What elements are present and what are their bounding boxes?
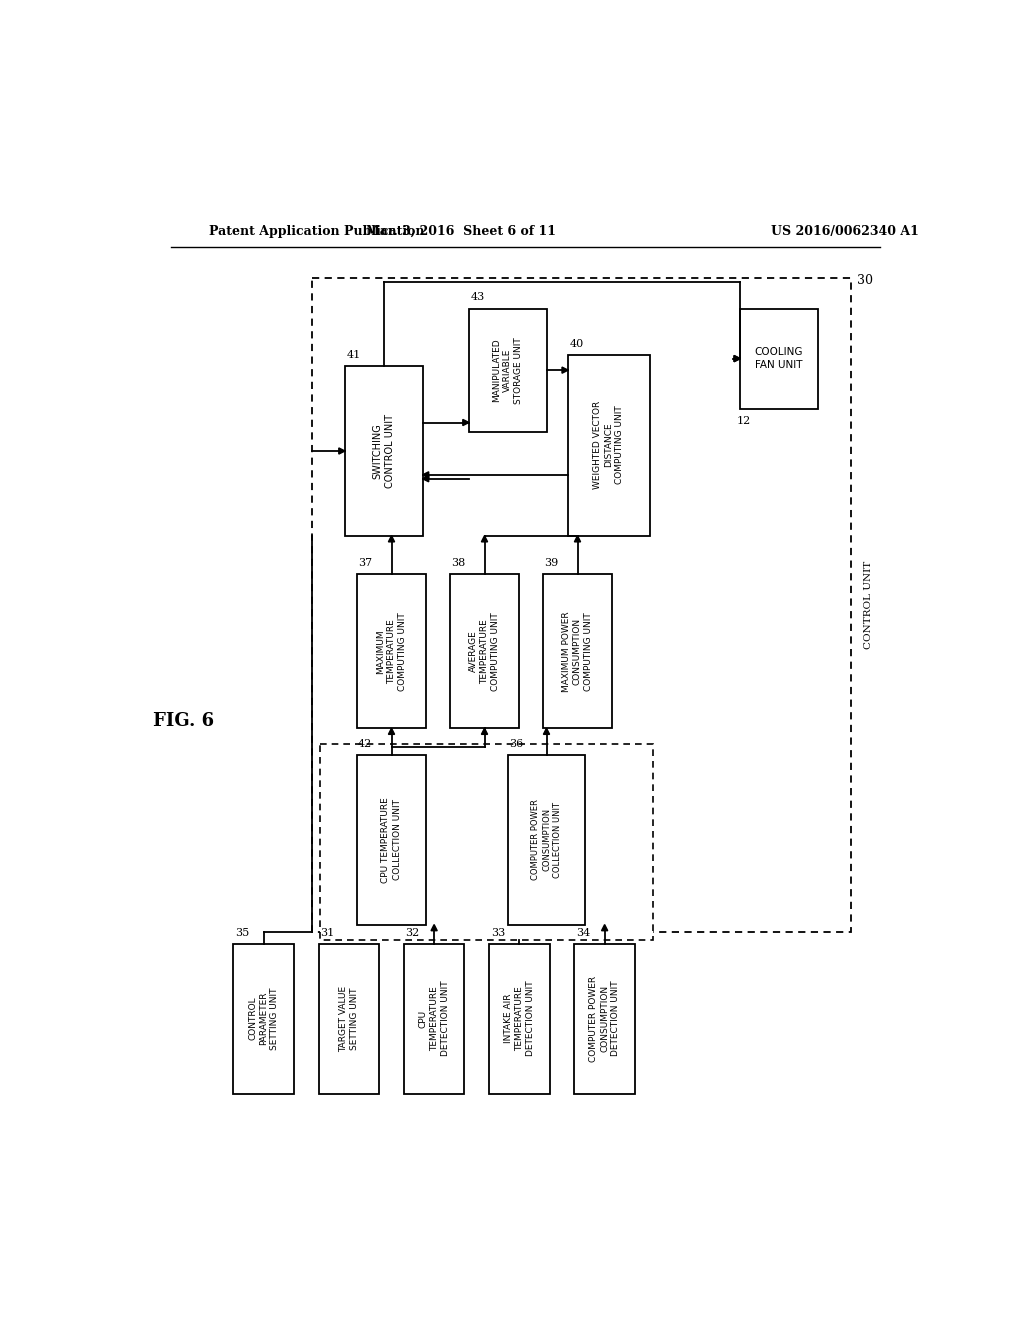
- Bar: [740, 309, 818, 409]
- Polygon shape: [601, 924, 607, 931]
- Text: 43: 43: [471, 293, 484, 302]
- Polygon shape: [562, 367, 568, 374]
- Bar: [356, 574, 426, 729]
- Text: SWITCHING
CONTROL UNIT: SWITCHING CONTROL UNIT: [373, 414, 395, 488]
- Text: 40: 40: [569, 339, 584, 348]
- Bar: [318, 944, 379, 1094]
- Text: WEIGHTED VECTOR
DISTANCE
COMPUTING UNIT: WEIGHTED VECTOR DISTANCE COMPUTING UNIT: [593, 401, 624, 488]
- Text: COMPUTER POWER
CONSUMPTION
DETECTION UNIT: COMPUTER POWER CONSUMPTION DETECTION UNI…: [589, 975, 621, 1061]
- Text: COMPUTER POWER
CONSUMPTION
COLLECTION UNIT: COMPUTER POWER CONSUMPTION COLLECTION UN…: [530, 800, 562, 880]
- Bar: [345, 367, 423, 536]
- Bar: [356, 755, 426, 924]
- Bar: [321, 743, 653, 940]
- Text: 41: 41: [346, 350, 360, 360]
- Bar: [450, 574, 519, 729]
- Bar: [543, 574, 612, 729]
- Text: TARGET VALUE
SETTING UNIT: TARGET VALUE SETTING UNIT: [339, 986, 359, 1052]
- Text: Mar. 3, 2016  Sheet 6 of 11: Mar. 3, 2016 Sheet 6 of 11: [367, 224, 556, 238]
- Text: Patent Application Publication: Patent Application Publication: [209, 224, 425, 238]
- Text: CPU
TEMPERATURE
DETECTION UNIT: CPU TEMPERATURE DETECTION UNIT: [419, 981, 450, 1056]
- Polygon shape: [431, 924, 437, 931]
- Text: COOLING
FAN UNIT: COOLING FAN UNIT: [755, 347, 803, 370]
- Text: MAXIMUM POWER
CONSUMPTION
COMPUTING UNIT: MAXIMUM POWER CONSUMPTION COMPUTING UNIT: [562, 611, 593, 692]
- Text: 33: 33: [490, 928, 505, 937]
- Bar: [312, 277, 851, 932]
- Text: 42: 42: [358, 739, 373, 748]
- Text: INTAKE AIR
TEMPERATURE
DETECTION UNIT: INTAKE AIR TEMPERATURE DETECTION UNIT: [504, 981, 535, 1056]
- Polygon shape: [734, 355, 740, 362]
- Bar: [233, 944, 294, 1094]
- Text: 32: 32: [406, 928, 420, 937]
- Bar: [568, 355, 649, 536]
- Bar: [489, 944, 550, 1094]
- Text: 35: 35: [234, 928, 249, 937]
- Text: MAXIMUM
TEMPERATURE
COMPUTING UNIT: MAXIMUM TEMPERATURE COMPUTING UNIT: [376, 612, 408, 690]
- Polygon shape: [339, 447, 345, 454]
- Text: 30: 30: [857, 275, 873, 286]
- Bar: [469, 309, 547, 432]
- Polygon shape: [388, 536, 394, 543]
- Bar: [574, 944, 635, 1094]
- Polygon shape: [481, 729, 487, 734]
- Text: CONTROL
PARAMETER
SETTING UNIT: CONTROL PARAMETER SETTING UNIT: [248, 987, 280, 1049]
- Text: 36: 36: [509, 739, 523, 748]
- Polygon shape: [423, 475, 429, 482]
- Polygon shape: [423, 471, 429, 478]
- Text: 39: 39: [544, 558, 558, 568]
- Text: 34: 34: [575, 928, 590, 937]
- Text: FIG. 6: FIG. 6: [154, 711, 214, 730]
- Polygon shape: [544, 729, 550, 734]
- Polygon shape: [574, 536, 581, 543]
- Polygon shape: [481, 536, 487, 543]
- Text: 37: 37: [358, 558, 373, 568]
- Bar: [508, 755, 586, 924]
- Polygon shape: [734, 355, 740, 362]
- Polygon shape: [388, 729, 394, 734]
- Polygon shape: [463, 420, 469, 425]
- Text: CPU TEMPERATURE
COLLECTION UNIT: CPU TEMPERATURE COLLECTION UNIT: [382, 797, 401, 883]
- Bar: [403, 944, 464, 1094]
- Text: MANIPULATED
VARIABLE
STORAGE UNIT: MANIPULATED VARIABLE STORAGE UNIT: [493, 337, 523, 404]
- Text: US 2016/0062340 A1: US 2016/0062340 A1: [771, 224, 920, 238]
- Text: 12: 12: [736, 416, 751, 426]
- Text: CONTROL UNIT: CONTROL UNIT: [863, 561, 872, 649]
- Text: 38: 38: [452, 558, 466, 568]
- Text: AVERAGE
TEMPERATURE
COMPUTING UNIT: AVERAGE TEMPERATURE COMPUTING UNIT: [469, 612, 500, 690]
- Text: 31: 31: [321, 928, 335, 937]
